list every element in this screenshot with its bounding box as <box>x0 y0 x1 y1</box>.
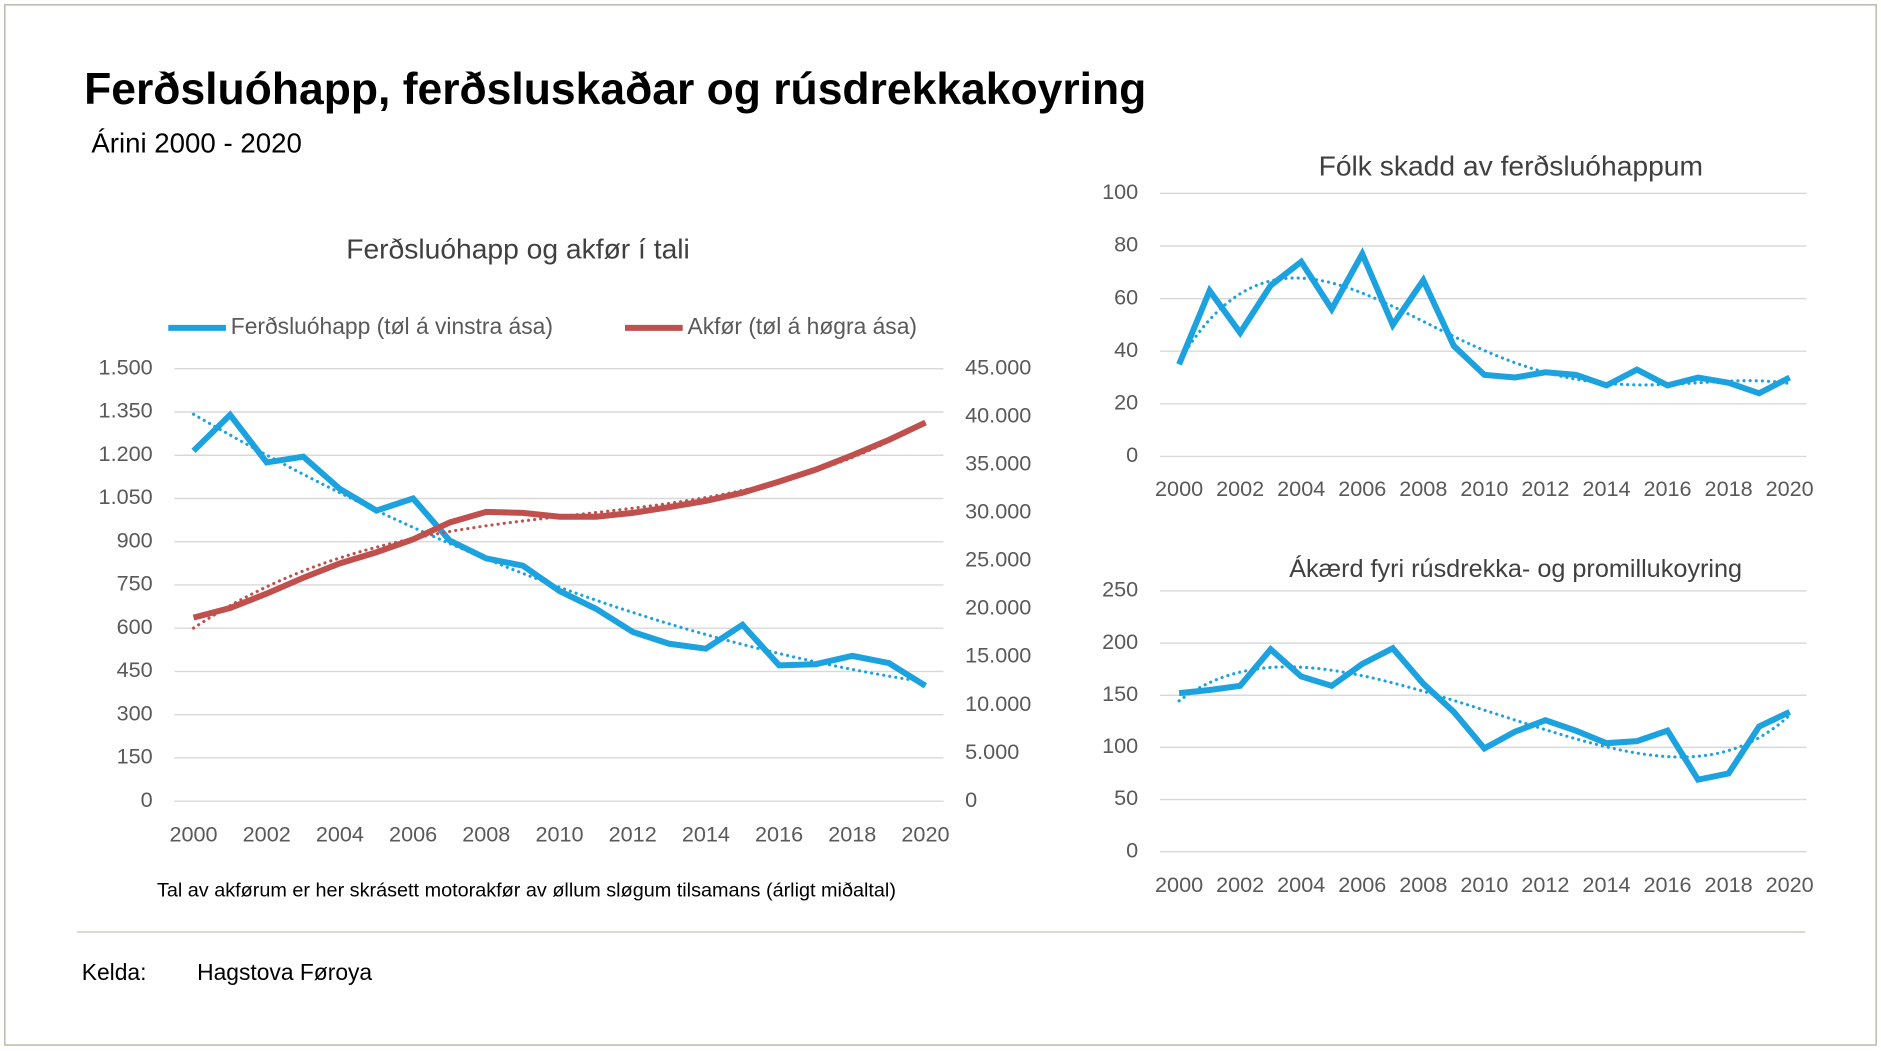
x-tick-label: 2016 <box>1643 476 1691 501</box>
y-tick-label: 250 <box>1102 577 1138 602</box>
y-tick-label: 60 <box>1114 284 1138 309</box>
y-tick-label: 50 <box>1114 785 1138 810</box>
y-tick-label: 150 <box>117 744 153 769</box>
y-tick-label: 0 <box>1126 442 1138 467</box>
x-tick-label: 2006 <box>1338 476 1386 501</box>
x-tick-label: 2008 <box>1399 476 1447 501</box>
x-tick-label: 2014 <box>1582 476 1630 501</box>
x-tick-label: 2008 <box>1399 872 1447 897</box>
series-line <box>191 410 928 689</box>
chart-note: Tal av akførum er her skrásett motorakfø… <box>157 879 896 901</box>
x-tick-label: 2020 <box>1766 872 1814 897</box>
x-tick-label: 2018 <box>1705 872 1753 897</box>
x-tick-label: 2010 <box>535 822 583 847</box>
series-line <box>1178 644 1791 784</box>
page-title: Ferðsluóhapp, ferðsluskaðar og rúsdrekka… <box>84 65 1146 114</box>
y2-tick-label: 10.000 <box>965 691 1031 716</box>
trend-line <box>191 412 928 684</box>
legend-label: Akfør (tøl á høgra ása) <box>687 313 917 339</box>
series-line <box>1176 247 1792 397</box>
trend-line <box>1177 665 1792 759</box>
y-tick-label: 40 <box>1114 337 1138 362</box>
y2-tick-label: 15.000 <box>965 643 1031 668</box>
y2-tick-label: 25.000 <box>965 547 1031 572</box>
x-tick-label: 2018 <box>1705 476 1753 501</box>
x-tick-label: 2000 <box>1155 872 1203 897</box>
y2-tick-label: 5.000 <box>965 739 1019 764</box>
y2-tick-label: 20.000 <box>965 595 1031 620</box>
y-tick-label: 80 <box>1114 232 1138 257</box>
x-tick-label: 2000 <box>1155 476 1203 501</box>
y-tick-label: 1.500 <box>99 354 153 379</box>
x-tick-label: 2010 <box>1460 476 1508 501</box>
y2-tick-label: 35.000 <box>965 451 1031 476</box>
y-tick-label: 450 <box>117 657 153 682</box>
x-tick-label: 2010 <box>1460 872 1508 897</box>
y2-tick-label: 0 <box>965 787 977 812</box>
x-tick-label: 2004 <box>1277 872 1325 897</box>
x-tick-label: 2012 <box>1521 872 1569 897</box>
y-tick-label: 1.200 <box>99 441 153 466</box>
series-line <box>192 419 927 621</box>
x-tick-label: 2002 <box>243 822 291 847</box>
y-tick-label: 0 <box>1126 837 1138 862</box>
x-tick-label: 2006 <box>389 822 437 847</box>
x-tick-label: 2018 <box>828 822 876 847</box>
x-tick-label: 2004 <box>316 822 364 847</box>
y-tick-label: 1.050 <box>99 484 153 509</box>
x-tick-label: 2012 <box>1521 476 1569 501</box>
x-tick-label: 2016 <box>755 822 803 847</box>
y2-tick-label: 45.000 <box>965 354 1031 379</box>
y-tick-label: 1.350 <box>99 398 153 423</box>
legend-label: Ferðsluóhapp (tøl á vinstra ása) <box>231 313 553 339</box>
y-tick-label: 100 <box>1102 733 1138 758</box>
source: Hagstova Føroya <box>197 959 372 985</box>
source-label: Kelda: <box>82 959 147 985</box>
x-tick-label: 2012 <box>609 822 657 847</box>
x-tick-label: 2014 <box>682 822 730 847</box>
x-tick-label: 2016 <box>1643 872 1691 897</box>
x-tick-label: 2002 <box>1216 476 1264 501</box>
y-tick-label: 300 <box>117 700 153 725</box>
y-tick-label: 0 <box>141 787 153 812</box>
y-tick-label: 600 <box>117 614 153 639</box>
x-tick-label: 2020 <box>901 822 949 847</box>
chart-title: Ákærd fyri rúsdrekka- og promillukoyring <box>1289 554 1742 583</box>
x-tick-label: 2004 <box>1277 476 1325 501</box>
y-tick-label: 200 <box>1102 629 1138 654</box>
y2-tick-label: 30.000 <box>965 499 1031 524</box>
y-tick-label: 20 <box>1114 390 1138 415</box>
y-tick-label: 900 <box>117 527 153 552</box>
x-tick-label: 2002 <box>1216 872 1264 897</box>
y2-tick-label: 40.000 <box>965 403 1031 428</box>
page-subtitle: Árini 2000 - 2020 <box>91 128 301 159</box>
y-tick-label: 750 <box>117 571 153 596</box>
x-tick-label: 2000 <box>169 822 217 847</box>
x-tick-label: 2014 <box>1582 872 1630 897</box>
frame <box>4 4 1877 1046</box>
x-tick-label: 2006 <box>1338 872 1386 897</box>
x-tick-label: 2020 <box>1766 476 1814 501</box>
chart-title: Ferðsluóhapp og akfør í tali <box>346 232 690 264</box>
x-tick-label: 2008 <box>462 822 510 847</box>
y-tick-label: 150 <box>1102 681 1138 706</box>
chart-title: Fólk skadd av ferðsluóhappum <box>1319 150 1703 182</box>
y-tick-label: 100 <box>1102 179 1138 204</box>
